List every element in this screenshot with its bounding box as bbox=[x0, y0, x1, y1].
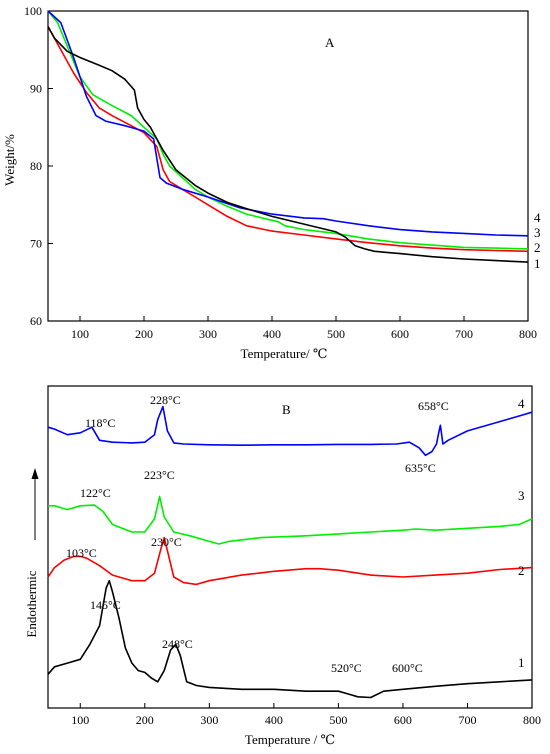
chart-a-x-tick-label: 400 bbox=[263, 327, 281, 341]
chart-a-series-line-4 bbox=[47, 26, 529, 263]
annotation-118: 118°C bbox=[85, 416, 115, 430]
chart-b-series-line-4 bbox=[47, 405, 533, 457]
annotation-230: 230°C bbox=[151, 535, 182, 549]
annotation-658: 658°C bbox=[418, 399, 449, 413]
chart-b-series bbox=[47, 405, 533, 699]
chart-b-x-tick-label: 100 bbox=[71, 713, 89, 727]
chart-b-x-axis-title: Temperature / ℃ bbox=[245, 732, 335, 747]
chart-a-y-axis: 60 70 80 90 100 bbox=[24, 4, 53, 328]
annotation-520: 520°C bbox=[331, 661, 362, 675]
annotation-635: 635°C bbox=[405, 461, 436, 475]
chart-a-series-labels: 4 3 2 1 bbox=[534, 210, 541, 271]
chart-b-series-line-3 bbox=[48, 495, 533, 545]
chart-a-y-tick-label: 70 bbox=[30, 237, 42, 251]
annotation-223: 223°C bbox=[144, 468, 175, 482]
chart-a-panel-label: A bbox=[325, 35, 335, 50]
chart-b-series-line-2 bbox=[47, 536, 533, 586]
chart-a-x-tick-label: 600 bbox=[391, 327, 409, 341]
chart-b-x-tick-label: 700 bbox=[458, 713, 476, 727]
chart-a-y-axis-title: Weight/% bbox=[2, 134, 17, 186]
chart-b-x-tick-label: 400 bbox=[265, 713, 283, 727]
chart-a-x-tick-label: 200 bbox=[135, 327, 153, 341]
chart-a-end-label-1: 1 bbox=[534, 256, 541, 271]
chart-a-series-line-1 bbox=[47, 26, 529, 253]
annotation-122: 122°C bbox=[80, 486, 111, 500]
chart-a-y-tick-label: 100 bbox=[24, 4, 42, 18]
chart-a-series-line-2 bbox=[47, 10, 529, 250]
endothermic-arrow-head bbox=[31, 468, 39, 479]
annotation-145: 145°C bbox=[90, 598, 121, 612]
chart-a-x-tick-label: 800 bbox=[519, 327, 537, 341]
chart-b-x-tick-label: 300 bbox=[200, 713, 218, 727]
chart-a-x-axis-title: Temperature/ ℃ bbox=[241, 346, 328, 361]
chart-b-plot-frame bbox=[47, 385, 533, 709]
chart-b-end-label-4: 4 bbox=[518, 396, 525, 411]
chart-a-y-tick-label: 90 bbox=[30, 82, 42, 96]
chart-b-end-label-1: 1 bbox=[518, 655, 525, 670]
chart-b-y-axis-title: Endothermic bbox=[24, 570, 39, 637]
chart-b: 100 200 300 400 500 600 700 800 B Temperature /… bbox=[24, 385, 541, 747]
chart-b-annotations: 228°C 118°C 658°C 635°C 223°C 122°C 103°… bbox=[66, 393, 449, 675]
chart-a: 100 200 300 400 500 600 700 800 60 70 80 90 100 A T… bbox=[2, 4, 541, 361]
chart-b-end-label-3: 3 bbox=[518, 488, 525, 503]
chart-b-x-tick-label: 500 bbox=[329, 713, 347, 727]
chart-a-series bbox=[47, 10, 529, 263]
chart-b-series-labels: 4 3 2 1 bbox=[518, 396, 525, 670]
annotation-103: 103°C bbox=[66, 546, 97, 560]
chart-a-x-tick-label: 100 bbox=[71, 327, 89, 341]
chart-a-end-label-2: 2 bbox=[534, 240, 541, 255]
chart-a-y-tick-label: 60 bbox=[30, 314, 42, 328]
chart-b-panel-label: B bbox=[282, 402, 291, 417]
chart-b-x-tick-label: 600 bbox=[394, 713, 412, 727]
chart-a-y-tick-label: 80 bbox=[30, 159, 42, 173]
chart-a-x-axis: 100 200 300 400 500 600 700 800 bbox=[71, 316, 537, 341]
chart-b-series-line-1 bbox=[47, 579, 533, 699]
chart-a-x-tick-label: 300 bbox=[199, 327, 217, 341]
chart-a-end-label-3: 3 bbox=[534, 225, 541, 240]
chart-b-y-axis: Endothermic bbox=[24, 468, 39, 638]
chart-a-plot-frame bbox=[47, 10, 529, 322]
annotation-228: 228°C bbox=[150, 393, 181, 407]
chart-a-series-line-3 bbox=[47, 10, 529, 237]
chart-b-x-axis: 100 200 300 400 500 600 700 800 bbox=[71, 703, 541, 727]
chart-a-x-tick-label: 500 bbox=[327, 327, 345, 341]
chart-b-end-label-2: 2 bbox=[518, 563, 525, 578]
chart-b-x-tick-label: 200 bbox=[136, 713, 154, 727]
chart-a-x-tick-label: 700 bbox=[455, 327, 473, 341]
annotation-248: 248°C bbox=[162, 637, 193, 651]
chart-a-end-label-4: 4 bbox=[534, 210, 541, 225]
annotation-600: 600°C bbox=[392, 661, 423, 675]
chart-b-x-tick-label: 800 bbox=[523, 713, 541, 727]
